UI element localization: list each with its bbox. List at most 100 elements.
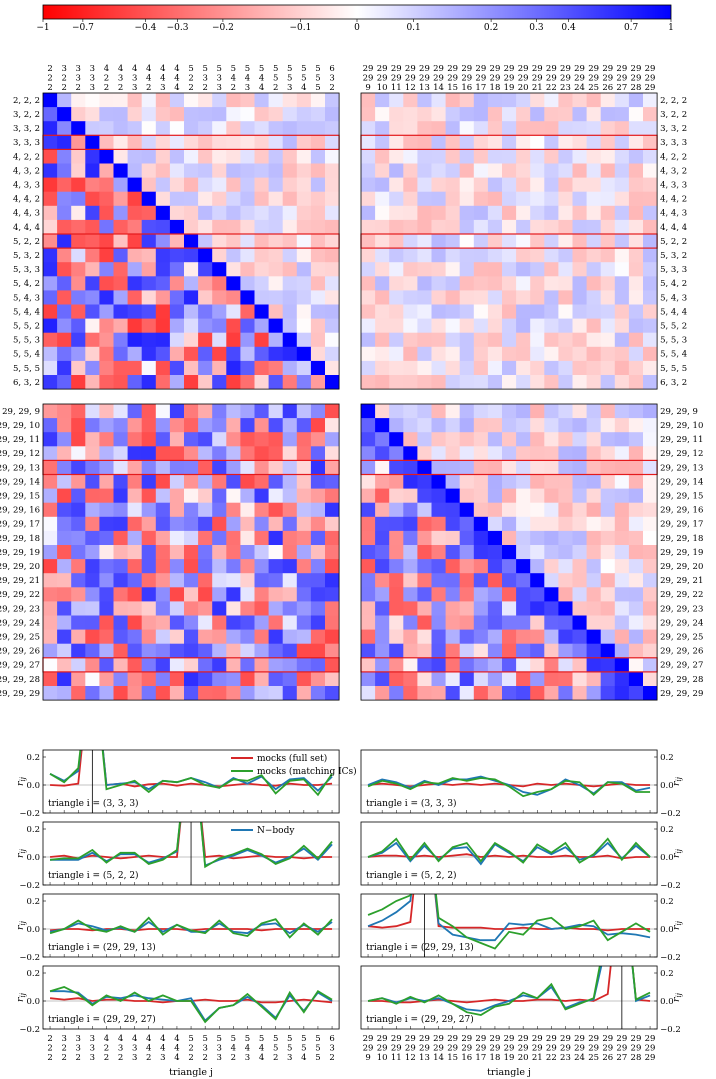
- heatmap-cell: [254, 93, 269, 108]
- heatmap-cell: [628, 332, 644, 348]
- heatmap-cell: [113, 643, 128, 659]
- heatmap-cell: [403, 671, 418, 687]
- heatmap-cell: [530, 375, 545, 390]
- heatmap-cell: [600, 219, 616, 235]
- heatmap-cell: [628, 404, 644, 419]
- heatmap-cell: [268, 332, 284, 348]
- heatmap-cell: [240, 573, 255, 588]
- heatmap-cell: [417, 418, 432, 433]
- heatmap-cell: [558, 488, 573, 504]
- column-label: 29: [490, 1034, 501, 1044]
- heatmap-cell: [240, 205, 255, 221]
- heatmap-cell: [85, 643, 100, 659]
- heatmap-cell: [572, 318, 587, 334]
- heatmap-cell: [473, 149, 489, 164]
- heatmap-cell: [310, 446, 326, 461]
- heatmap-cell: [643, 304, 658, 319]
- heatmap-cell: [558, 205, 573, 221]
- heatmap-cell: [487, 686, 503, 701]
- column-label: 29: [363, 1044, 374, 1054]
- heatmap-cell: [389, 360, 404, 376]
- heatmap-cell: [85, 135, 100, 150]
- column-label: 17: [475, 83, 486, 93]
- heatmap-cell: [375, 375, 390, 390]
- heatmap-cell: [226, 530, 241, 546]
- heatmap-cell: [614, 248, 630, 263]
- row-label: 5, 3, 3: [13, 265, 40, 275]
- column-label: 4: [174, 1034, 179, 1044]
- heatmap-cell: [516, 107, 531, 122]
- heatmap-cell: [459, 643, 475, 659]
- heatmap-cell: [431, 404, 446, 419]
- heatmap-cell: [226, 460, 241, 475]
- heatmap-cell: [417, 657, 432, 673]
- heatmap-cell: [375, 234, 390, 249]
- heatmap-cell: [71, 360, 86, 376]
- heatmap-cell: [530, 332, 545, 348]
- column-label: 13: [419, 1053, 430, 1063]
- heatmap-cell: [558, 304, 573, 319]
- heatmap-cell: [586, 559, 602, 574]
- heatmap-cell: [57, 502, 72, 518]
- heatmap-cell: [226, 559, 241, 574]
- heatmap-cell: [643, 262, 658, 277]
- column-label: 4: [301, 1053, 306, 1063]
- column-label: 2: [202, 1053, 207, 1063]
- triangle-annotation: triangle i = (29, 29, 13): [48, 942, 156, 953]
- heatmap-cell: [198, 432, 213, 447]
- heatmap-cell: [361, 545, 376, 560]
- heatmap-cell: [431, 545, 446, 560]
- column-label: 29: [602, 74, 613, 84]
- heatmap-cell: [169, 304, 185, 319]
- heatmap-cell: [600, 360, 616, 376]
- series-line: [49, 916, 333, 939]
- heatmap-cell: [445, 587, 461, 602]
- heatmap-cell: [487, 418, 503, 433]
- row-label: 29, 29, 18: [0, 534, 40, 544]
- heatmap-cell: [473, 262, 489, 277]
- row-label: 29, 29, 15: [660, 491, 703, 501]
- row-label: 29, 29, 16: [660, 506, 703, 516]
- heatmap-cell: [417, 671, 432, 687]
- heatmap-cell: [282, 276, 298, 291]
- heatmap-cell: [614, 432, 630, 447]
- heatmap-cell: [558, 375, 573, 390]
- heatmap-cell: [296, 516, 312, 532]
- heatmap-cell: [198, 446, 213, 461]
- heatmap-cell: [445, 418, 461, 433]
- column-label: 4: [259, 1053, 264, 1063]
- heatmap-cell: [558, 516, 573, 532]
- heatmap-cell: [71, 460, 86, 475]
- heatmap-cell: [431, 432, 446, 447]
- heatmap-cell: [43, 516, 58, 532]
- heatmap-cell: [325, 657, 340, 673]
- heatmap-cell: [184, 93, 199, 108]
- heatmap-cell: [459, 432, 475, 447]
- heatmap-cell: [71, 177, 86, 193]
- heatmap-cell: [558, 686, 573, 701]
- heatmap-cell: [169, 149, 185, 164]
- heatmap-cell: [85, 545, 100, 560]
- heatmap-cell: [530, 573, 545, 588]
- heatmap-cell: [445, 135, 461, 150]
- heatmap-cell: [226, 418, 241, 433]
- heatmap-cell: [169, 121, 185, 136]
- heatmap-cell: [71, 643, 86, 659]
- heatmap-cell: [325, 205, 340, 221]
- heatmap-cell: [361, 516, 376, 532]
- heatmap-cell: [43, 404, 58, 419]
- column-label: 29: [405, 74, 416, 84]
- heatmap-cell: [254, 474, 269, 489]
- heatmap-cell: [473, 375, 489, 390]
- heatmap-cell: [530, 587, 545, 602]
- heatmap-cell: [473, 545, 489, 560]
- heatmap-cell: [431, 587, 446, 602]
- column-label: 19: [504, 1053, 515, 1063]
- column-label: 5: [202, 64, 207, 74]
- heatmap-cell: [282, 304, 298, 319]
- heatmap-cell: [361, 276, 376, 291]
- heatmap-cell: [43, 177, 58, 193]
- heatmap-cell: [212, 643, 227, 659]
- heatmap-cell: [544, 121, 559, 136]
- series-line: [367, 894, 651, 942]
